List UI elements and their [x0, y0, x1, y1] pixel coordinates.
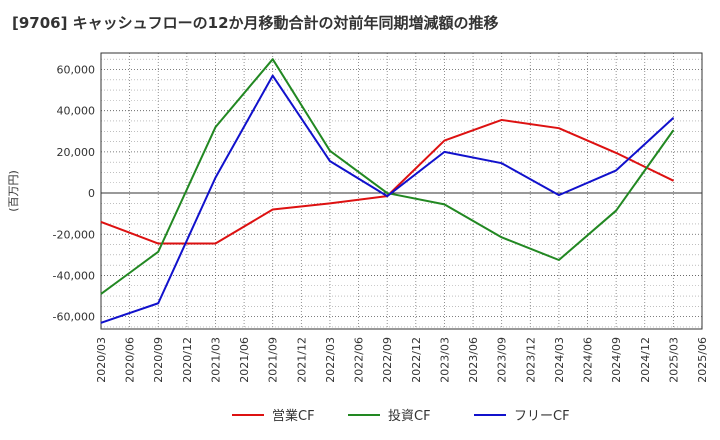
x-tick-label: 2021/09	[267, 337, 280, 383]
x-tick-label: 2021/12	[295, 337, 308, 383]
plot-frame	[100, 52, 703, 330]
data-point	[443, 140, 445, 142]
legend-label: 投資CF	[388, 408, 431, 424]
legend-item: フリーCF	[474, 409, 570, 424]
legend-item: 営業CF	[232, 408, 315, 424]
x-tick-label: 2020/03	[95, 337, 108, 383]
data-point	[558, 194, 560, 196]
x-tick-label: 2025/06	[696, 337, 709, 383]
x-tick-label: 2022/03	[324, 337, 337, 383]
data-point	[329, 160, 331, 162]
legend-label: 営業CF	[272, 408, 315, 424]
data-point	[214, 126, 216, 128]
data-point	[501, 119, 503, 121]
series-3	[100, 74, 675, 324]
data-point	[329, 202, 331, 204]
x-tick-label: 2020/09	[152, 337, 165, 383]
data-point	[501, 236, 503, 238]
x-tick-label: 2024/06	[582, 337, 595, 383]
x-tick-label: 2023/12	[524, 337, 537, 383]
x-tick-label: 2023/09	[496, 337, 509, 383]
x-tick-label: 2025/03	[667, 337, 680, 383]
data-point	[100, 322, 102, 324]
series-2	[100, 58, 675, 295]
y-tick-label: -40,000	[53, 269, 95, 282]
x-tick-label: 2024/09	[610, 337, 623, 383]
y-tick-label: 60,000	[57, 63, 96, 76]
x-tick-label: 2023/06	[467, 337, 480, 383]
data-point	[558, 259, 560, 261]
data-point	[272, 209, 274, 211]
y-tick-label: -60,000	[53, 311, 95, 324]
data-point	[672, 180, 674, 182]
plot-area	[101, 53, 702, 329]
data-point	[615, 169, 617, 171]
legend-item: 投資CF	[348, 408, 431, 424]
x-tick-label: 2022/06	[353, 337, 366, 383]
x-tick-label: 2021/06	[238, 337, 251, 383]
legend-label: フリーCF	[514, 409, 570, 424]
data-point	[100, 221, 102, 223]
x-tick-label: 2024/03	[553, 337, 566, 383]
data-point	[615, 152, 617, 154]
data-point	[157, 243, 159, 245]
data-point	[214, 177, 216, 179]
y-tick-label: 0	[88, 187, 95, 200]
data-point	[501, 162, 503, 164]
data-point	[329, 150, 331, 152]
data-point	[672, 117, 674, 119]
x-tick-label: 2021/03	[209, 337, 222, 383]
data-point	[443, 203, 445, 205]
data-point	[558, 127, 560, 129]
x-tick-label: 2022/12	[410, 337, 423, 383]
y-axis-label: (百万円)	[7, 170, 20, 212]
x-tick-label: 2022/09	[381, 337, 394, 383]
x-tick-label: 2020/12	[181, 337, 194, 383]
data-point	[672, 129, 674, 131]
data-point	[272, 58, 274, 60]
x-tick-label: 2023/03	[438, 337, 451, 383]
data-point	[272, 75, 274, 77]
chart-title: [9706] キャッシュフローの12か月移動合計の対前年同期増減額の推移	[12, 14, 499, 32]
data-point	[386, 195, 388, 197]
x-tick-label: 2024/12	[639, 337, 652, 383]
data-point	[157, 302, 159, 304]
data-point	[386, 192, 388, 194]
y-tick-label: -20,000	[53, 228, 95, 241]
data-point	[214, 243, 216, 245]
data-point	[157, 251, 159, 253]
y-tick-label: 40,000	[57, 105, 96, 118]
data-point	[100, 293, 102, 295]
y-tick-label: 20,000	[57, 146, 96, 159]
data-point	[615, 210, 617, 212]
x-tick-label: 2020/06	[124, 337, 137, 383]
data-point	[443, 151, 445, 153]
